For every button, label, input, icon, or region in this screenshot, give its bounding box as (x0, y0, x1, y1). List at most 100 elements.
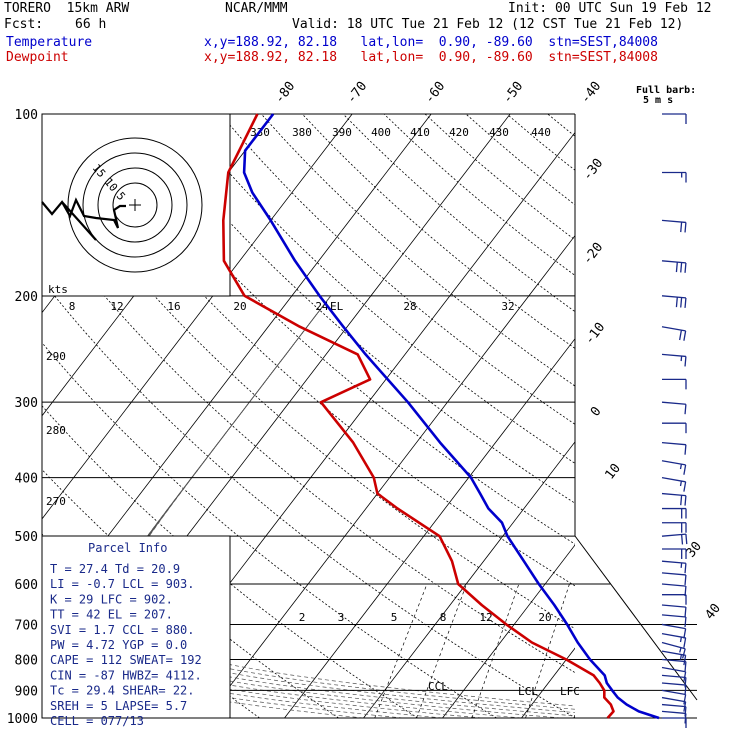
wind-barb-shaft (661, 326, 686, 332)
parcel-info-row: PW = 4.72 YGP = 0.0 (50, 638, 187, 652)
isotherm-label: -50 (500, 79, 526, 107)
wind-barb-flag (684, 356, 687, 367)
wind-barb (661, 441, 687, 455)
isotherm-label: -40 (578, 79, 604, 107)
theta-label: 280 (46, 424, 66, 437)
wind-barb-flag (683, 481, 687, 492)
lfc-marker: LFC (560, 685, 580, 698)
isotherm-label: -20 (580, 240, 606, 268)
barb-key-unit: 5 m s (643, 95, 674, 106)
wind-barb-flag (683, 694, 687, 705)
parcel-info-row: SREH = 5 LAPSE= 5.7 (50, 699, 187, 713)
mixing-ratio-label: 5 (391, 611, 398, 624)
wind-barb-shaft (661, 696, 686, 703)
isotherm-label: -60 (422, 79, 448, 107)
wind-barb-shaft (661, 614, 686, 618)
wind-barb-flag (680, 495, 683, 506)
dry-adiabat (42, 279, 575, 718)
wind-barb-shaft (661, 650, 686, 656)
wind-barb-shaft (661, 583, 686, 587)
wind-barb (661, 623, 687, 639)
speed-scale-label: 8 (69, 300, 76, 313)
parcel-info-row: CAPE = 112 SWEAT= 192 (50, 653, 202, 667)
wind-barb-flag (684, 222, 687, 233)
parcel-info-row: TT = 42 EL = 207. (50, 608, 173, 622)
wind-barb-flag (684, 661, 687, 672)
dry-adiabat (465, 114, 575, 206)
dry-adiabat (179, 114, 575, 464)
theta-label: 400 (371, 126, 391, 139)
hodograph-ring (112, 182, 158, 228)
right-axis-slant (574, 535, 698, 701)
wind-barb-flag (675, 262, 678, 273)
isotherm-label: -70 (344, 79, 370, 107)
wind-barb-shaft (661, 666, 686, 673)
moist-adiabat (108, 295, 575, 713)
parcel-info-row: LI = -0.7 LCL = 903. (50, 577, 195, 591)
wind-barb (661, 572, 687, 585)
pressure-tick-label: 500 (15, 530, 38, 545)
wind-barb-flag (683, 655, 687, 666)
parcel-info-row: CELL = 077/13 (50, 714, 144, 728)
isotherm-line (42, 114, 353, 520)
model-title: TORERO 15km ARW (4, 1, 130, 16)
dry-adiabat (547, 114, 575, 137)
wind-barb-flag (684, 444, 687, 455)
mixing-ratio-line (638, 584, 675, 718)
wind-barb-shaft (661, 572, 686, 576)
dry-adiabat (589, 114, 740, 718)
parcel-info-row: CIN = -87 HWBZ= 4112. (50, 668, 202, 682)
pressure-tick-label: 100 (15, 108, 38, 123)
speed-scale-label: 12 (110, 300, 123, 313)
wind-barb (662, 113, 687, 124)
wind-barb-flag (680, 534, 684, 545)
wind-barb (662, 171, 687, 183)
isotherm-line (680, 114, 740, 718)
wind-barb-shaft (661, 353, 686, 358)
wind-barb (661, 658, 687, 672)
isotherm-line (442, 544, 575, 718)
wind-barb-flag (679, 647, 682, 653)
isotherm-label: 10 (603, 461, 624, 483)
pressure-tick-label: 600 (15, 578, 38, 593)
wind-barb (661, 326, 687, 341)
dry-adiabat (42, 342, 497, 718)
wind-barb-flag (684, 563, 687, 574)
wind-barb-flag (675, 297, 678, 308)
wind-barb-shaft (661, 477, 686, 483)
dewpoint-profile (222, 113, 615, 719)
pressure-tick-label: 300 (15, 396, 38, 411)
speed-scale-label: 16 (167, 300, 180, 313)
wind-barb-shaft (661, 623, 686, 630)
mixing-ratio-label: 2 (299, 611, 306, 624)
wind-barb-flag (683, 671, 687, 682)
wind-barb (661, 460, 687, 475)
isotherm-line (284, 338, 575, 718)
isotherm-label: 40 (703, 601, 724, 623)
hodograph-unit-label: kts (48, 283, 68, 296)
ccl-marker: CCL (428, 680, 448, 693)
temperature-location: x,y=188.92, 82.18 lat,lon= 0.90, -89.60 … (204, 35, 658, 50)
wind-barb-shaft (661, 401, 686, 405)
isotherm-line (205, 234, 575, 718)
dry-adiabat (506, 114, 575, 171)
wind-barb (662, 378, 687, 390)
isotherm-line (521, 647, 575, 718)
wind-barb (661, 401, 687, 415)
theta-label: 440 (531, 126, 551, 139)
dry-adiabat (97, 114, 575, 545)
wind-barb-shaft (661, 682, 686, 686)
wind-barb-flag (684, 404, 687, 415)
forecast-label: Fcst: (4, 17, 44, 32)
wind-barb-shaft (661, 633, 686, 639)
hodograph-trace (41, 197, 126, 229)
parcel-info-row: Tc = 29.4 SHEAR= 22. (50, 684, 195, 698)
wind-barb (661, 492, 687, 506)
wind-barb (661, 682, 687, 696)
wind-barb-shaft (661, 560, 686, 564)
wind-barb-flag (683, 637, 687, 648)
wind-barb-flag (684, 297, 687, 308)
dry-adiabat (301, 114, 575, 349)
temperature-profile (242, 113, 660, 720)
